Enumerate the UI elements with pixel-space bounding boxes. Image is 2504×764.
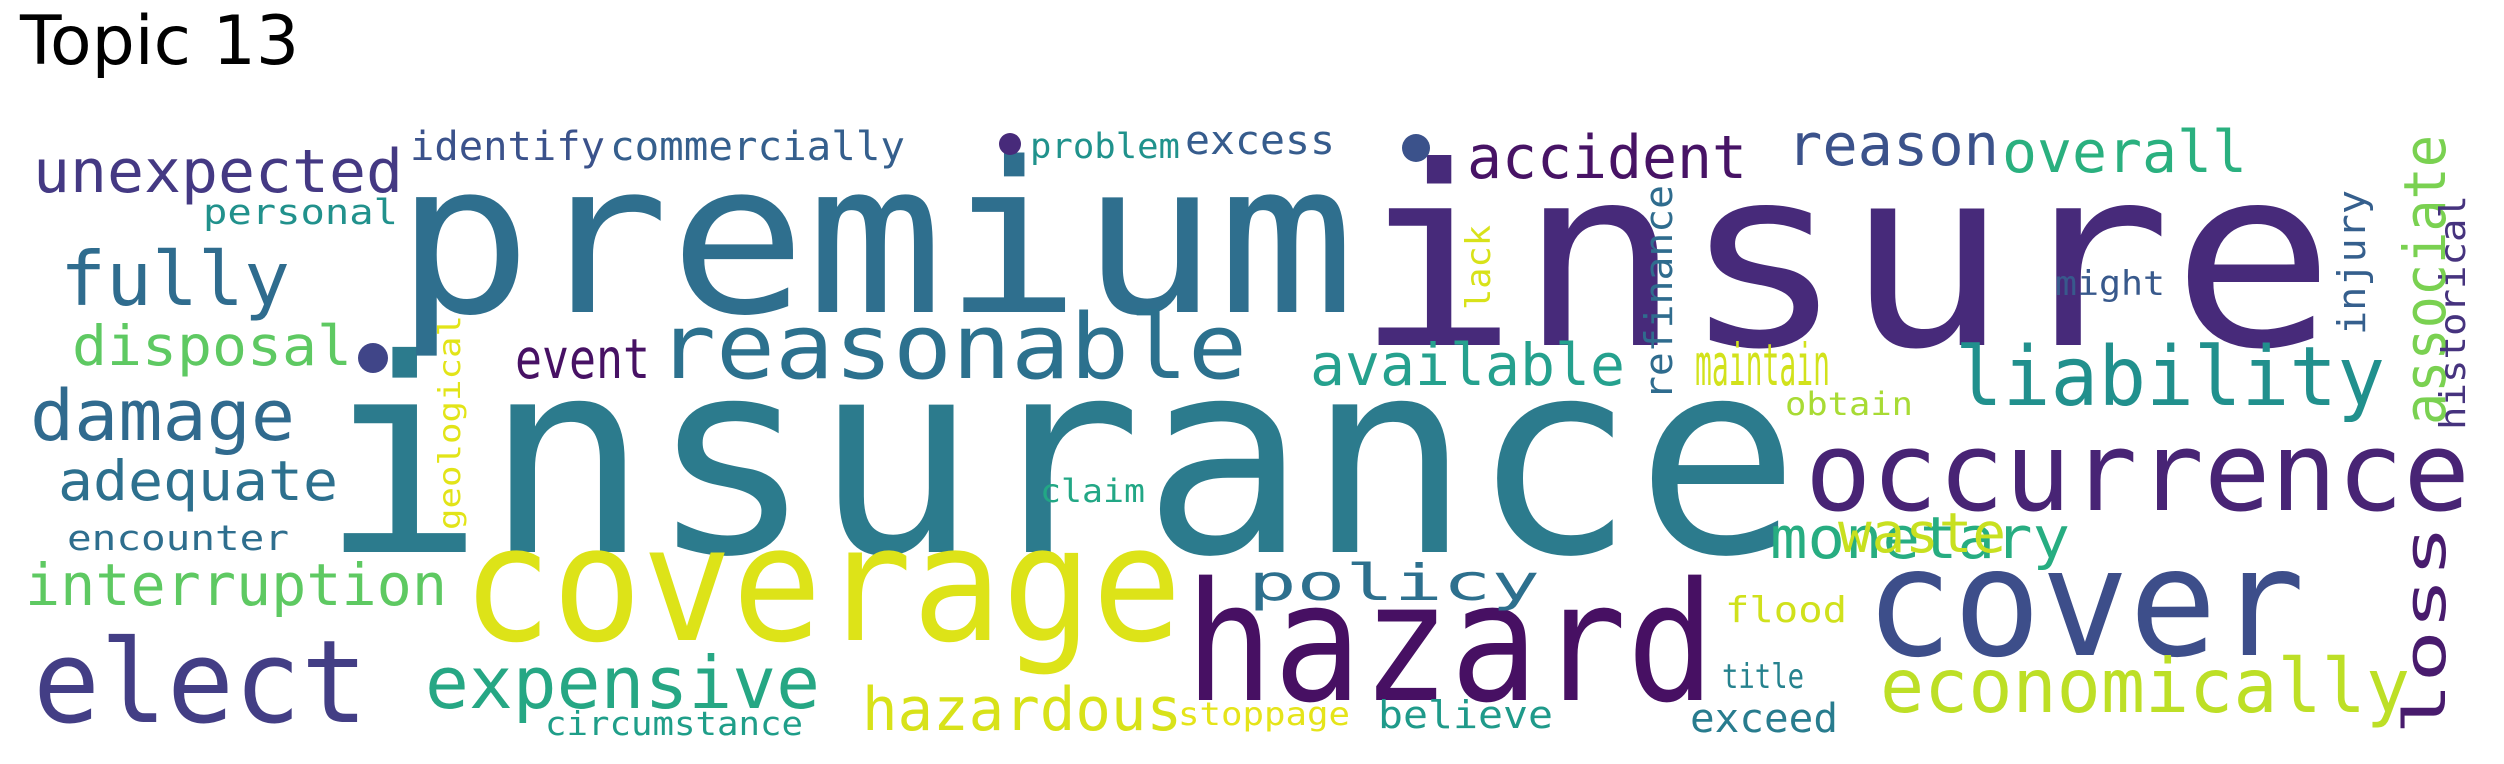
word-insure: insure (1355, 113, 2335, 404)
word-economically: economically (1880, 642, 2410, 730)
word-refinance: refinance (1637, 185, 1681, 400)
page-title: Topic 13 (20, 2, 300, 81)
word-hazardous: hazardous (862, 675, 1182, 745)
word-excess: excess (1185, 118, 1335, 164)
word-commercially: commercially (610, 124, 905, 170)
word-loss: event (515, 327, 650, 391)
word-premium: premium (395, 117, 1355, 362)
word-encounter: encounter (67, 519, 289, 559)
word-disposal: disposal (72, 314, 352, 378)
word-identify: identify (410, 124, 605, 170)
word-title: title (1722, 657, 1804, 697)
word-overall: overall (2002, 118, 2247, 186)
word-might: might (2055, 264, 2165, 304)
word-hazard: hazard (1185, 547, 1715, 739)
word-exceed: exceed (1690, 696, 1838, 742)
word-reason: reason (1787, 111, 1999, 179)
word-event: waste (1838, 501, 2006, 565)
word-elect: elect (33, 616, 368, 750)
word-monetary: associate (2391, 135, 2459, 425)
word-expensive: expensive (425, 641, 820, 725)
word-associate: policy (1248, 554, 1540, 612)
word-liability: liability (1955, 330, 2385, 425)
word-flood: flood (1725, 590, 1847, 631)
dot-mark (999, 133, 1021, 155)
word-stoppage: stoppage (1178, 695, 1350, 733)
word-adequate: adequate (58, 449, 338, 513)
word-available: available (1310, 331, 1625, 399)
word-occurrence: occurrence (1805, 408, 2470, 536)
word-injury: injury (2330, 190, 2374, 335)
word-waste: maintain (1695, 331, 1830, 399)
word-problem: problem (1030, 127, 1180, 167)
word-damage: damage (30, 375, 295, 457)
word-circumstance: circumstance (545, 704, 803, 743)
word-reasonable: reasonable (657, 295, 1247, 400)
word-lack: lack (1459, 225, 1499, 310)
word-believe: believe (1378, 693, 1553, 737)
word-maintain: monetary (1770, 504, 2070, 572)
word-interruption: interruption (25, 551, 447, 619)
dot-mark (1402, 134, 1430, 162)
word-personal: personal (203, 193, 398, 233)
word-geological: geological (433, 315, 468, 530)
dot-mark (358, 343, 388, 373)
word-accident: accident (1467, 123, 1747, 193)
word-historical: historical (2433, 195, 2474, 430)
word-insurance: insurance (320, 301, 1800, 616)
word-coverage: coverage (462, 491, 1182, 678)
word-policy: loss (2391, 525, 2459, 735)
word-cover: cover (1865, 517, 2305, 691)
word-obtain: obtain (1785, 385, 1913, 423)
word-fully: fully (60, 235, 290, 323)
word-claim: claim (1040, 472, 1145, 510)
word-unexpected: unexpected (33, 137, 403, 207)
